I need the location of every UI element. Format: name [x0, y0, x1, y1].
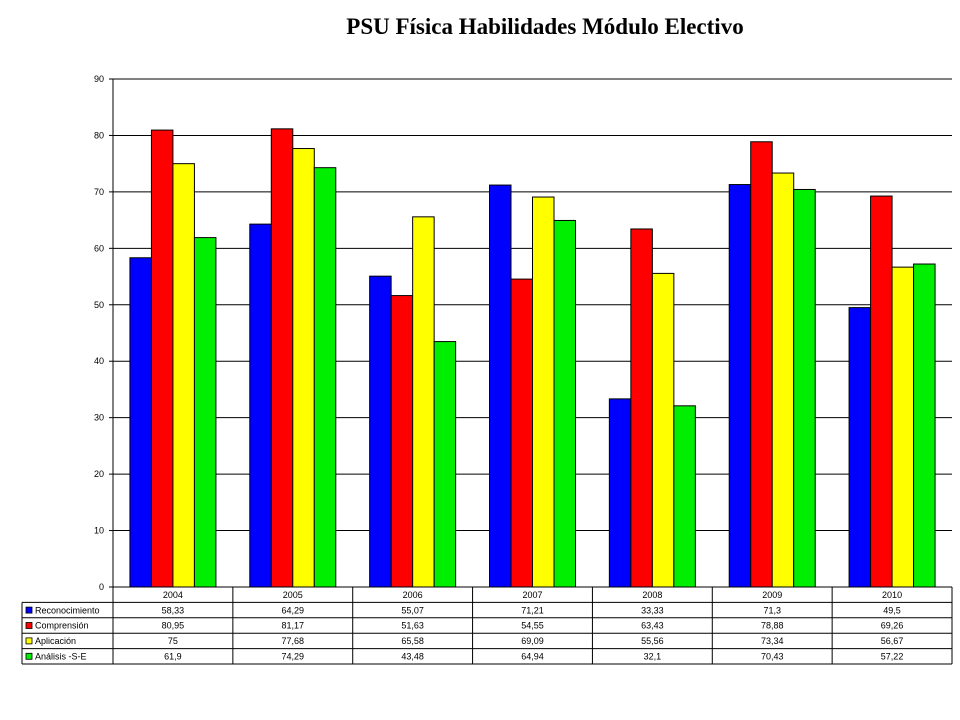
- bar: [673, 405, 696, 588]
- bar: [728, 184, 752, 588]
- y-tick-label: 80: [94, 130, 104, 140]
- bar: [750, 141, 773, 588]
- bar: [313, 167, 337, 588]
- legend-label: Comprensión: [35, 621, 89, 631]
- data-label: 70,43: [761, 652, 784, 662]
- bar: [553, 219, 576, 588]
- y-tick-label: 40: [94, 356, 104, 366]
- bar: [630, 228, 653, 588]
- bar: [489, 184, 512, 588]
- bar: [412, 216, 435, 588]
- y-tick-label: 70: [94, 187, 104, 197]
- x-tick-label: 2009: [762, 590, 782, 600]
- data-label: 54,55: [521, 621, 544, 631]
- bar: [532, 196, 555, 588]
- bar: [608, 398, 632, 588]
- legend-swatch: [25, 652, 33, 660]
- data-label: 78,88: [761, 621, 784, 631]
- legend-swatch: [25, 637, 33, 645]
- x-tick-label: 2008: [642, 590, 662, 600]
- bar: [129, 257, 152, 588]
- data-table: 2004 2005 2006 2007 2008 2009 2010 Reconocimien…: [21, 586, 953, 665]
- bar: [510, 278, 533, 588]
- bar: [891, 266, 915, 588]
- bar: [651, 272, 675, 588]
- bars: [129, 128, 936, 588]
- bar: [870, 195, 893, 588]
- data-label: 43,48: [401, 652, 424, 662]
- data-label: 64,94: [521, 652, 544, 662]
- chart-title: PSU Física Habilidades Módulo Electivo: [346, 14, 744, 39]
- data-label: 77,68: [282, 636, 305, 646]
- data-label: 49,5: [883, 605, 901, 615]
- y-tick-label: 50: [94, 300, 104, 310]
- data-label: 69,09: [521, 636, 544, 646]
- legend-swatch: [25, 606, 33, 614]
- data-label: 74,29: [282, 652, 305, 662]
- data-label: 64,29: [282, 605, 305, 615]
- data-label: 63,43: [641, 621, 664, 631]
- bar: [793, 188, 816, 588]
- data-label: 69,26: [881, 621, 904, 631]
- data-label: 75: [168, 636, 178, 646]
- legend-label: Reconocimiento: [35, 605, 100, 615]
- data-label: 32,1: [644, 652, 662, 662]
- data-label: 71,3: [763, 605, 781, 615]
- data-label: 33,33: [641, 605, 664, 615]
- bar: [390, 295, 414, 588]
- bar: [369, 275, 392, 588]
- y-tick-label: 60: [94, 243, 104, 253]
- y-tick-label: 0: [99, 582, 104, 592]
- x-tick-label: 2007: [522, 590, 542, 600]
- bar: [150, 129, 174, 588]
- legend-swatch: [25, 622, 33, 629]
- bar: [172, 163, 195, 588]
- y-axis: 0 10 20 30 40 50 60 70 80 90: [94, 74, 114, 592]
- bar: [249, 223, 272, 588]
- bar: [848, 307, 872, 588]
- bar: [433, 341, 457, 588]
- bar: [193, 237, 217, 588]
- data-label: 81,17: [282, 621, 305, 631]
- data-label: 71,21: [521, 605, 544, 615]
- legend-label: Análisis -S-E: [35, 652, 87, 662]
- data-label: 58,33: [162, 605, 185, 615]
- data-label: 51,63: [401, 621, 424, 631]
- data-label: 65,58: [401, 636, 424, 646]
- bar: [913, 263, 936, 588]
- data-label: 55,56: [641, 636, 664, 646]
- data-label: 80,95: [162, 621, 185, 631]
- x-tick-label: 2004: [163, 590, 183, 600]
- y-tick-label: 10: [94, 526, 104, 536]
- data-label: 73,34: [761, 636, 784, 646]
- bar: [771, 172, 795, 588]
- data-label: 57,22: [881, 652, 904, 662]
- y-tick-label: 20: [94, 469, 104, 479]
- x-tick-label: 2010: [882, 590, 902, 600]
- data-label: 56,67: [881, 636, 904, 646]
- x-tick-label: 2005: [283, 590, 303, 600]
- data-label: 55,07: [401, 605, 424, 615]
- data-label: 61,9: [164, 652, 182, 662]
- y-tick-label: 90: [94, 74, 104, 84]
- x-tick-label: 2006: [403, 590, 423, 600]
- legend-label: Aplicación: [35, 636, 76, 646]
- bar: [292, 148, 315, 588]
- bar: [270, 128, 294, 588]
- y-tick-label: 30: [94, 413, 104, 423]
